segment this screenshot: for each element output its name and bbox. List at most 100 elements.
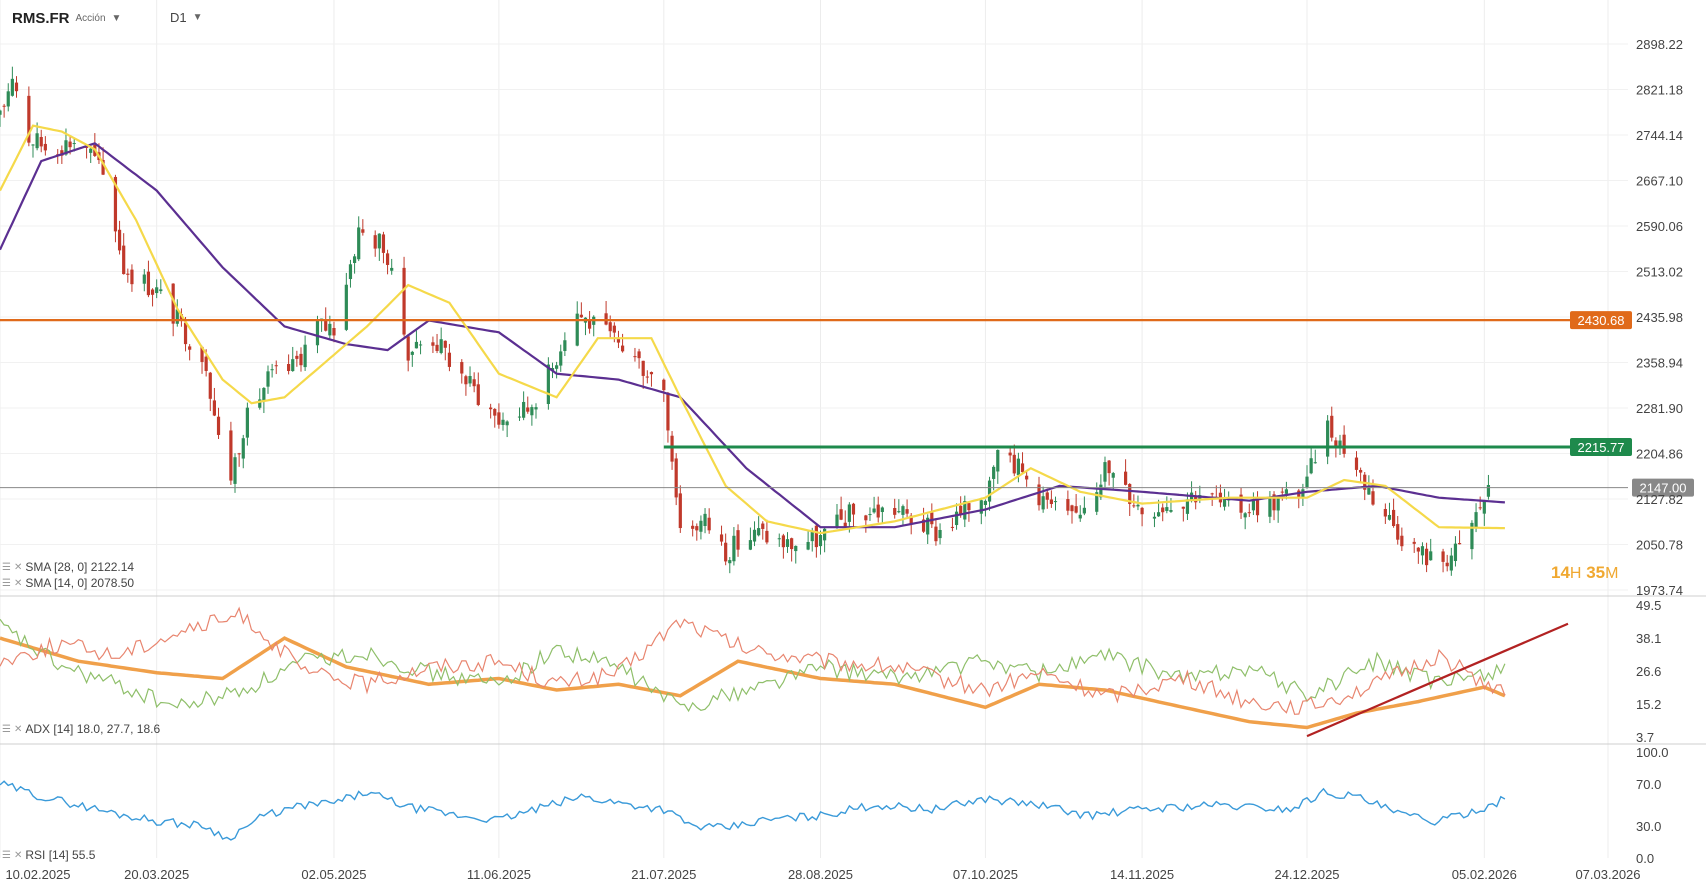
candle-body[interactable] <box>431 342 435 346</box>
candle-body[interactable] <box>1049 499 1053 505</box>
candle-body[interactable] <box>1132 505 1136 507</box>
chevron-down-icon[interactable]: ▼ <box>111 13 122 24</box>
candle-body[interactable] <box>385 253 390 265</box>
candle-body[interactable] <box>1070 505 1074 512</box>
candle-body[interactable] <box>6 91 10 107</box>
candle-body[interactable] <box>101 159 105 175</box>
candle-body[interactable] <box>262 387 266 401</box>
candle-body[interactable] <box>204 356 208 371</box>
candle-body[interactable] <box>348 264 353 280</box>
candle-body[interactable] <box>963 501 967 520</box>
candle-body[interactable] <box>344 284 348 330</box>
candle-body[interactable] <box>1412 541 1416 544</box>
candle-body[interactable] <box>1243 513 1247 518</box>
candle-body[interactable] <box>1268 497 1272 517</box>
candle-body[interactable] <box>823 528 827 541</box>
candle-body[interactable] <box>839 509 843 520</box>
candle-body[interactable] <box>790 538 794 550</box>
candle-body[interactable] <box>843 522 847 528</box>
candle-body[interactable] <box>241 438 245 459</box>
candle-body[interactable] <box>517 416 522 418</box>
candle-body[interactable] <box>1478 507 1482 509</box>
candle-body[interactable] <box>357 227 361 260</box>
candle-body[interactable] <box>381 234 386 253</box>
candle-body[interactable] <box>901 506 905 515</box>
candle-body[interactable] <box>987 480 992 502</box>
candle-body[interactable] <box>674 458 678 498</box>
candle-body[interactable] <box>612 325 616 333</box>
candle-body[interactable] <box>439 339 443 353</box>
candle-body[interactable] <box>1255 497 1260 516</box>
candle-body[interactable] <box>983 500 988 505</box>
candle-body[interactable] <box>324 319 328 331</box>
candle-body[interactable] <box>1156 512 1161 517</box>
candle-body[interactable] <box>68 141 72 148</box>
candle-body[interactable] <box>1457 543 1462 545</box>
candle-body[interactable] <box>1037 484 1041 506</box>
candle-body[interactable] <box>921 519 926 532</box>
candle-body[interactable] <box>1359 469 1363 473</box>
candle-body[interactable] <box>781 535 785 548</box>
candle-body[interactable] <box>959 505 963 515</box>
candle-body[interactable] <box>476 384 480 405</box>
candle-body[interactable] <box>1169 510 1173 512</box>
candle-body[interactable] <box>390 267 394 271</box>
candle-body[interactable] <box>1185 499 1190 514</box>
candle-body[interactable] <box>691 525 695 529</box>
candle-body[interactable] <box>237 453 241 455</box>
close-icon[interactable]: ✕ <box>13 849 23 861</box>
candle-body[interactable] <box>670 435 674 462</box>
candle-body[interactable] <box>868 514 872 516</box>
candle-body[interactable] <box>1272 494 1276 511</box>
candle-body[interactable] <box>39 136 43 147</box>
candle-body[interactable] <box>645 376 649 378</box>
candle-body[interactable] <box>299 353 303 366</box>
candle-body[interactable] <box>777 538 781 540</box>
candle-body[interactable] <box>183 322 188 345</box>
candle-body[interactable] <box>505 421 509 426</box>
candle-body[interactable] <box>216 416 221 435</box>
settings-icon[interactable]: ☰ <box>2 577 11 589</box>
candle-body[interactable] <box>847 504 851 522</box>
candle-body[interactable] <box>707 517 711 531</box>
candle-body[interactable] <box>1181 506 1185 509</box>
candle-body[interactable] <box>1342 434 1346 454</box>
candle-body[interactable] <box>0 110 2 115</box>
candle-body[interactable] <box>588 319 592 329</box>
candle-body[interactable] <box>406 336 410 361</box>
candle-body[interactable] <box>1136 504 1140 507</box>
candle-body[interactable] <box>1008 452 1012 456</box>
candle-body[interactable] <box>435 344 439 351</box>
candle-body[interactable] <box>785 539 790 547</box>
candle-body[interactable] <box>472 379 476 387</box>
candle-body[interactable] <box>2 105 6 107</box>
candle-body[interactable] <box>806 541 810 550</box>
candle-body[interactable] <box>1082 507 1086 514</box>
candle-body[interactable] <box>719 534 724 542</box>
candle-body[interactable] <box>146 271 151 296</box>
candle-body[interactable] <box>208 372 212 399</box>
candle-body[interactable] <box>1330 415 1334 438</box>
timeframe-selector[interactable]: D1 ▼ <box>170 10 203 25</box>
candle-body[interactable] <box>493 408 497 416</box>
candle-body[interactable] <box>1313 462 1317 464</box>
candle-body[interactable] <box>1416 547 1420 552</box>
settings-icon[interactable]: ☰ <box>2 849 11 861</box>
candle-body[interactable] <box>328 323 332 336</box>
candle-body[interactable] <box>270 369 274 371</box>
candle-body[interactable] <box>501 419 505 425</box>
candle-body[interactable] <box>1441 551 1445 562</box>
symbol-header[interactable]: RMS.FR Acción ▼ <box>12 10 121 27</box>
candle-body[interactable] <box>1124 471 1128 485</box>
candle-body[interactable] <box>810 530 814 542</box>
candle-body[interactable] <box>43 143 47 151</box>
candle-body[interactable] <box>1247 512 1251 514</box>
candle-body[interactable] <box>934 526 938 542</box>
candle-body[interactable] <box>489 407 493 410</box>
candle-body[interactable] <box>352 256 357 264</box>
candle-body[interactable] <box>377 233 381 249</box>
candle-body[interactable] <box>443 340 447 348</box>
candle-body[interactable] <box>563 340 567 351</box>
candle-body[interactable] <box>303 344 307 368</box>
